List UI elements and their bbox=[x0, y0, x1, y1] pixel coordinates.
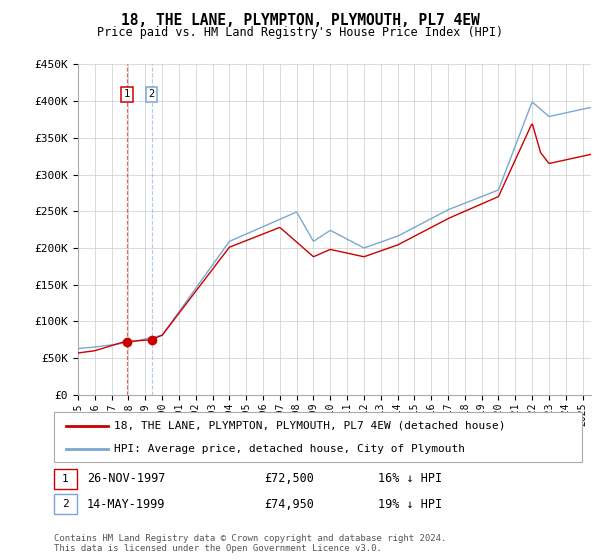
Text: Contains HM Land Registry data © Crown copyright and database right 2024.
This d: Contains HM Land Registry data © Crown c… bbox=[54, 534, 446, 553]
Text: 26-NOV-1997: 26-NOV-1997 bbox=[87, 472, 166, 486]
Text: 18, THE LANE, PLYMPTON, PLYMOUTH, PL7 4EW: 18, THE LANE, PLYMPTON, PLYMOUTH, PL7 4E… bbox=[121, 13, 479, 28]
Text: 16% ↓ HPI: 16% ↓ HPI bbox=[378, 472, 442, 486]
Text: Price paid vs. HM Land Registry's House Price Index (HPI): Price paid vs. HM Land Registry's House … bbox=[97, 26, 503, 39]
Text: 2: 2 bbox=[148, 89, 155, 99]
Text: HPI: Average price, detached house, City of Plymouth: HPI: Average price, detached house, City… bbox=[114, 445, 465, 454]
Text: 19% ↓ HPI: 19% ↓ HPI bbox=[378, 497, 442, 511]
Text: £72,500: £72,500 bbox=[264, 472, 314, 486]
Text: 2: 2 bbox=[62, 499, 69, 509]
Text: 1: 1 bbox=[124, 89, 130, 99]
Text: 14-MAY-1999: 14-MAY-1999 bbox=[87, 497, 166, 511]
Text: £74,950: £74,950 bbox=[264, 497, 314, 511]
Text: 1: 1 bbox=[62, 474, 69, 484]
Text: 18, THE LANE, PLYMPTON, PLYMOUTH, PL7 4EW (detached house): 18, THE LANE, PLYMPTON, PLYMOUTH, PL7 4E… bbox=[114, 421, 505, 431]
